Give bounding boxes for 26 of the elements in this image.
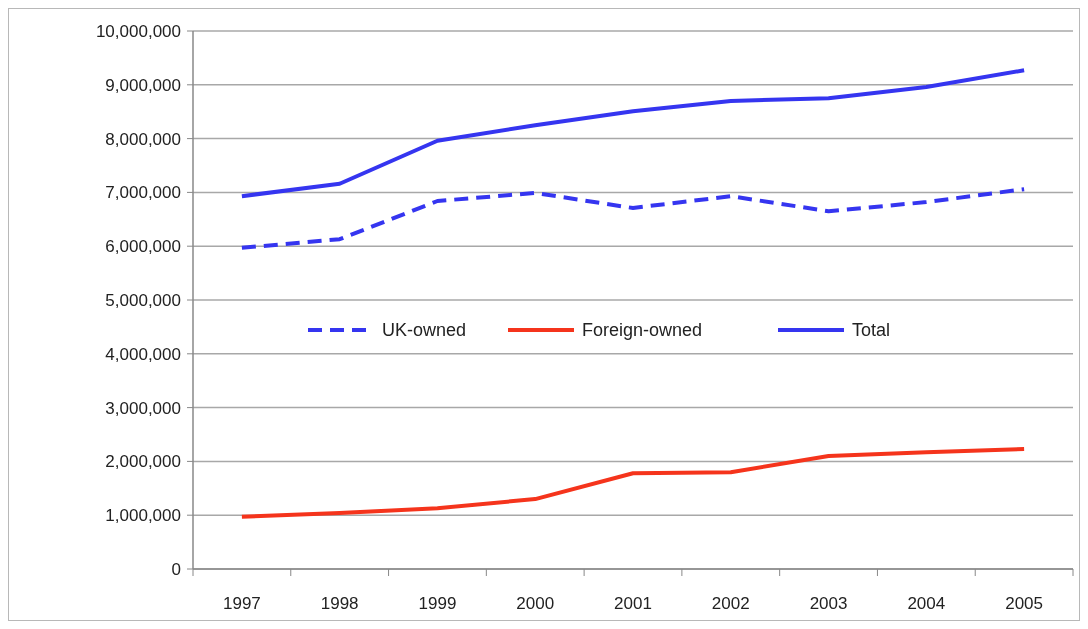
y-tick-label: 10,000,000: [95, 21, 181, 41]
y-tick-label: 7,000,000: [105, 183, 181, 203]
line-series: [239, 187, 1027, 250]
y-tick-label: 3,000,000: [105, 398, 181, 418]
legend-label: Total: [852, 320, 891, 341]
legend-label: UK-owned: [382, 320, 467, 341]
line-series: [239, 68, 1027, 199]
x-tick-label: 1999: [418, 594, 457, 613]
y-tick-label: 9,000,000: [105, 75, 181, 95]
x-tick-label: 2001: [614, 594, 652, 613]
y-tick-label: 0: [171, 559, 181, 579]
line-series: [239, 447, 1027, 519]
y-tick-label: 1,000,000: [105, 506, 181, 526]
y-tick-label: 4,000,000: [105, 344, 181, 364]
x-tick-label: 2003: [809, 594, 848, 613]
y-tick-label: 8,000,000: [105, 129, 181, 149]
x-tick-label: 2004: [907, 594, 946, 613]
x-tick-label: 2002: [711, 594, 750, 613]
x-tick-label: 1998: [320, 594, 359, 613]
y-tick-label: 5,000,000: [105, 290, 181, 310]
x-tick-label: 2005: [1005, 594, 1044, 613]
x-tick-label: 1997: [222, 594, 261, 613]
y-tick-label: 6,000,000: [105, 237, 181, 257]
y-tick-label: 2,000,000: [105, 452, 181, 472]
x-tick-label: 2000: [516, 594, 555, 613]
legend-label: Foreign-owned: [582, 320, 703, 341]
